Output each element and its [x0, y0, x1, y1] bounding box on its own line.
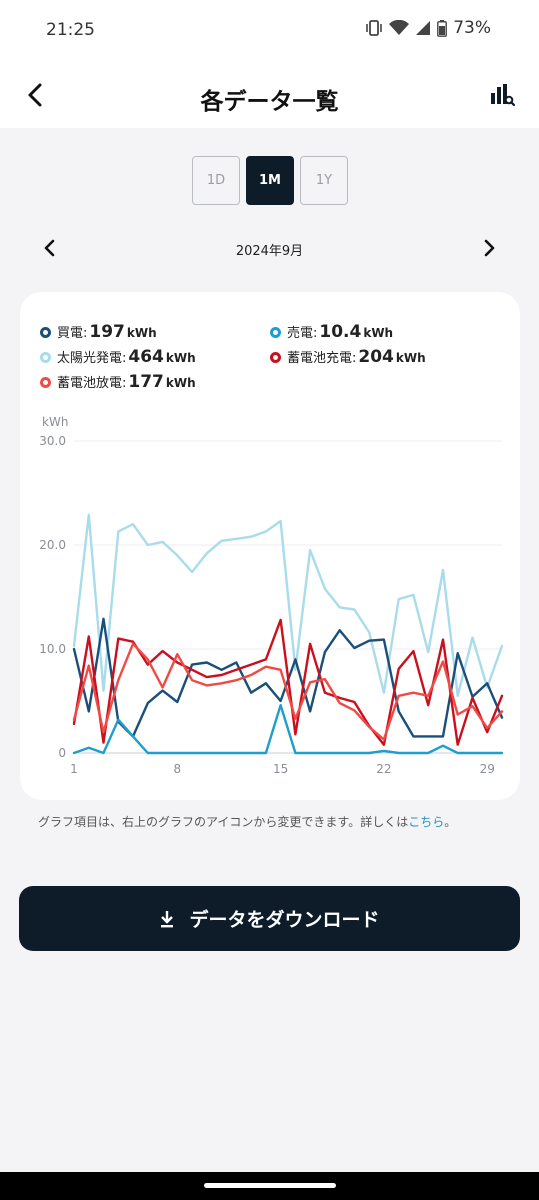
- system-nav-bar: [0, 1172, 539, 1200]
- legend-buy-unit: kWh: [126, 326, 157, 340]
- legend-charge-unit: kWh: [395, 351, 426, 365]
- legend-discharge-label: 蓄電池放電:: [57, 376, 127, 391]
- vibrate-icon: [366, 20, 383, 36]
- wifi-icon: [389, 20, 410, 35]
- series-line-2: [72, 618, 504, 746]
- home-indicator[interactable]: [204, 1183, 336, 1188]
- prev-month-button[interactable]: [40, 238, 60, 258]
- legend-item-sell: 売電: 10.4 kWh: [270, 322, 393, 342]
- tab-1d[interactable]: 1D: [192, 156, 240, 205]
- legend-charge-marker: [270, 351, 281, 363]
- legend-buy-value: 197: [89, 322, 125, 342]
- download-label: データをダウンロード: [189, 909, 380, 931]
- page-title: 各データ一覧: [200, 89, 339, 115]
- y-tick-label: 0: [58, 746, 66, 760]
- app-header: 各データ一覧: [0, 62, 539, 128]
- legend-solar-unit: kWh: [165, 351, 196, 365]
- status-icons: 73%: [365, 18, 491, 38]
- chart-card: 買電: 197 kWh 売電: 10.4 kWh 太陽光発電: 464 kWh …: [20, 292, 520, 800]
- legend-discharge-marker: [40, 376, 51, 388]
- x-tick-label: 15: [273, 762, 288, 776]
- tab-1d-label: 1D: [206, 173, 226, 188]
- series-line-3: [72, 642, 504, 741]
- legend-sell-value: 10.4: [319, 322, 362, 342]
- download-icon: [161, 910, 174, 927]
- series-line-4: [72, 704, 504, 755]
- period-tabs: 1D 1M 1Y: [192, 156, 348, 205]
- legend-item-charge: 蓄電池充電: 204 kWh: [270, 347, 426, 367]
- battery-percent: 73%: [453, 18, 491, 38]
- legend-discharge-value: 177: [128, 372, 164, 392]
- legend-buy-label: 買電:: [57, 326, 88, 341]
- y-axis-unit-label: kWh: [42, 415, 68, 429]
- legend-discharge-unit: kWh: [165, 376, 196, 390]
- legend-solar-marker: [40, 351, 51, 363]
- legend-charge-label: 蓄電池充電:: [287, 351, 357, 366]
- legend-item-solar: 太陽光発電: 464 kWh: [40, 347, 196, 367]
- tab-1m[interactable]: 1M: [246, 156, 294, 205]
- x-tick-label: 29: [480, 762, 495, 776]
- legend-buy-marker: [40, 326, 51, 338]
- note-suffix: 。: [444, 815, 457, 829]
- signal-icon: [416, 21, 431, 35]
- status-time: 21:25: [46, 20, 95, 40]
- legend-solar-label: 太陽光発電:: [57, 351, 127, 366]
- legend-solar-value: 464: [128, 347, 164, 367]
- y-tick-label: 20.0: [39, 538, 66, 552]
- legend-item-discharge: 蓄電池放電: 177 kWh: [40, 372, 196, 392]
- note-text: グラフ項目は、右上のグラフのアイコンから変更できます。詳しくは: [38, 815, 409, 829]
- chart-settings-icon[interactable]: [489, 82, 515, 108]
- legend-sell-marker: [270, 326, 281, 338]
- legend-sell-unit: kWh: [363, 326, 394, 340]
- energy-line-chart: kWh 0 10.0 20.0 30.0 1 8 15 22 29: [39, 415, 504, 776]
- tab-1m-label: 1M: [259, 173, 281, 188]
- series-line-0: [72, 513, 504, 697]
- status-bar: 21:25 73%: [0, 0, 539, 62]
- tab-1y-label: 1Y: [315, 173, 333, 188]
- back-button[interactable]: [22, 80, 50, 110]
- download-button[interactable]: データをダウンロード: [19, 886, 520, 951]
- legend-charge-value: 204: [358, 347, 394, 367]
- tab-1y[interactable]: 1Y: [300, 156, 348, 205]
- x-tick-label: 22: [376, 762, 391, 776]
- x-tick-label: 8: [173, 762, 181, 776]
- y-tick-label: 30.0: [39, 434, 66, 448]
- legend-item-buy: 買電: 197 kWh: [40, 322, 157, 342]
- battery-icon: [437, 19, 448, 37]
- next-month-button[interactable]: [479, 238, 499, 258]
- chart-note: グラフ項目は、右上のグラフのアイコンから変更できます。詳しくはこちら。: [38, 812, 488, 832]
- month-label: 2024年9月: [235, 244, 304, 259]
- y-tick-label: 10.0: [39, 642, 66, 656]
- month-navigator: 2024年9月: [0, 232, 539, 264]
- x-tick-label: 1: [70, 762, 78, 776]
- note-link[interactable]: こちら: [408, 815, 445, 829]
- legend-sell-label: 売電:: [287, 326, 318, 341]
